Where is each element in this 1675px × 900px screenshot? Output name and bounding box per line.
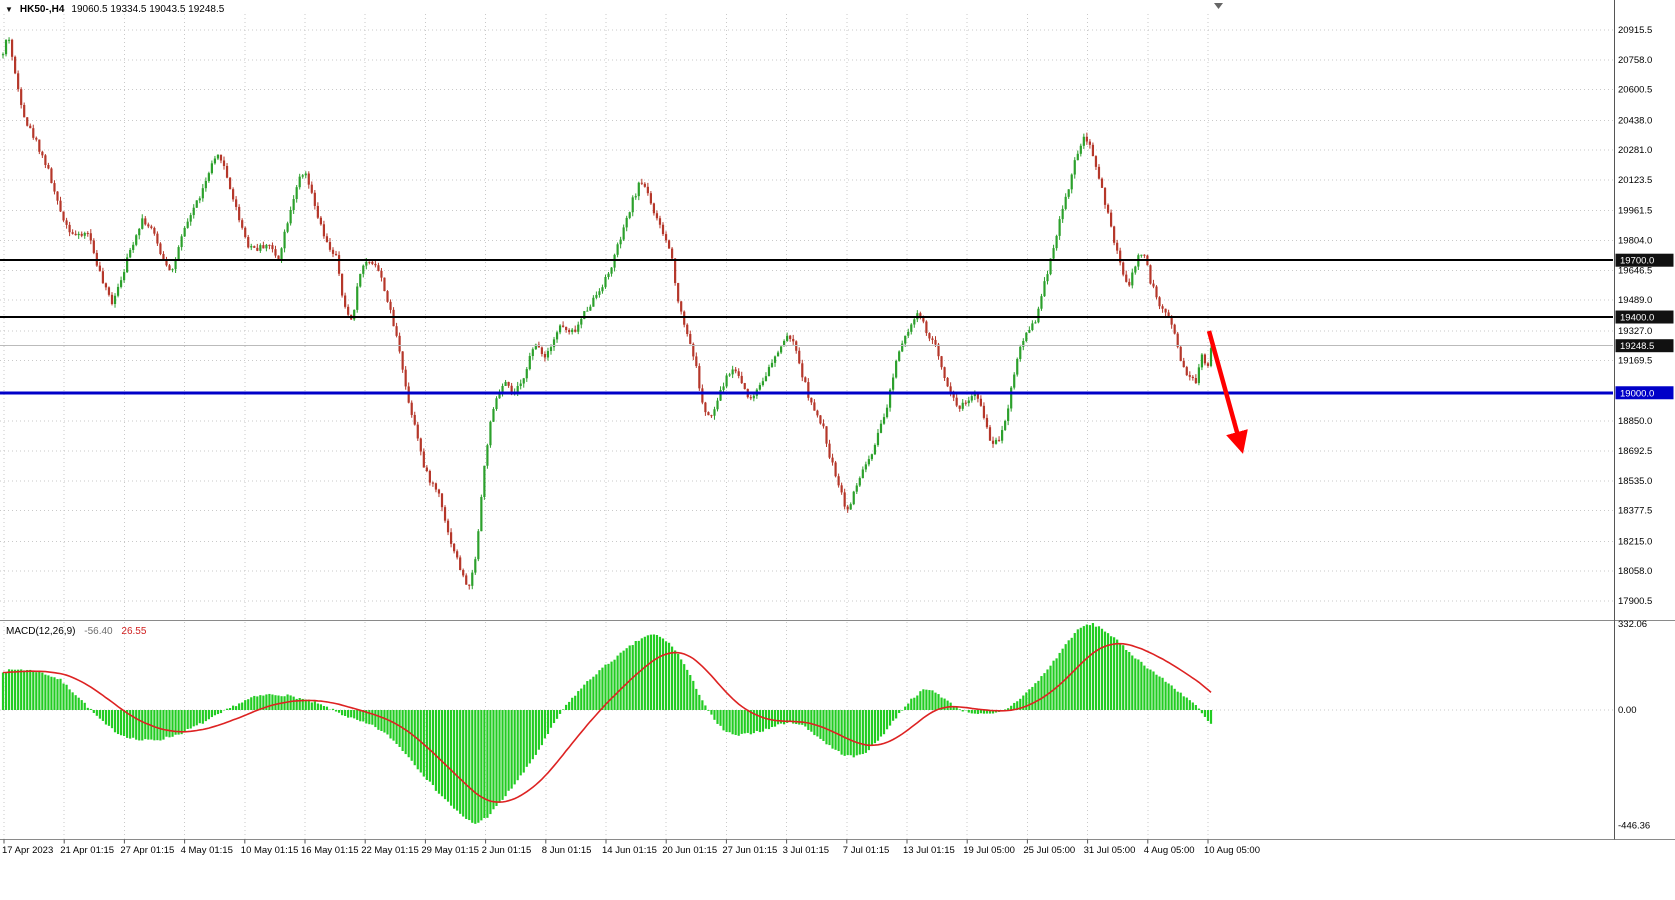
candlestick-series — [1, 37, 1213, 590]
macd-signal-line — [3, 642, 1212, 803]
svg-text:19169.5: 19169.5 — [1618, 356, 1652, 367]
svg-text:7 Jul 01:15: 7 Jul 01:15 — [843, 845, 889, 856]
svg-text:0.00: 0.00 — [1618, 705, 1637, 716]
svg-text:29 May 01:15: 29 May 01:15 — [421, 845, 479, 856]
macd-indicator-header: MACD(12,26,9) -56.40 26.55 — [6, 626, 146, 637]
svg-text:13 Jul 01:15: 13 Jul 01:15 — [903, 845, 955, 856]
symbol-timeframe-label: HK50-,H4 — [19, 4, 65, 15]
trend-arrow-annotation[interactable] — [1206, 330, 1248, 454]
svg-text:4 May 01:15: 4 May 01:15 — [181, 845, 233, 856]
svg-text:4 Aug 05:00: 4 Aug 05:00 — [1144, 845, 1195, 856]
macd-signal-value: 26.55 — [121, 626, 147, 637]
svg-text:17 Apr 2023: 17 Apr 2023 — [2, 845, 53, 856]
svg-text:19804.0: 19804.0 — [1618, 236, 1652, 247]
ohlc-values: 19060.5 19334.5 19043.5 19248.5 — [71, 4, 225, 15]
macd-axis[interactable]: 332.06 0.00 -446.36 — [1618, 619, 1650, 831]
svg-text:18377.5: 18377.5 — [1618, 506, 1652, 517]
svg-text:19 Jul 05:00: 19 Jul 05:00 — [963, 845, 1015, 856]
price-axis[interactable]: 20915.5 20758.0 20600.5 20438.0 20281.0 20123… — [1615, 25, 1674, 607]
svg-text:18058.0: 18058.0 — [1618, 566, 1652, 577]
macd-label: MACD(12,26,9) — [6, 626, 76, 637]
svg-text:20758.0: 20758.0 — [1618, 55, 1652, 66]
svg-text:20438.0: 20438.0 — [1618, 115, 1652, 126]
dropdown-arrow-icon: ▼ — [5, 4, 13, 14]
macd-pane — [1, 623, 1213, 824]
svg-text:14 Jun 01:15: 14 Jun 01:15 — [602, 845, 657, 856]
svg-text:19646.5: 19646.5 — [1618, 265, 1652, 276]
svg-text:-446.36: -446.36 — [1618, 820, 1650, 831]
svg-text:18215.0: 18215.0 — [1618, 536, 1652, 547]
svg-text:19700.0: 19700.0 — [1620, 256, 1654, 267]
svg-text:19400.0: 19400.0 — [1620, 313, 1654, 324]
svg-text:16 May 01:15: 16 May 01:15 — [301, 845, 359, 856]
symbol-dropdown-button[interactable]: ▼ — [5, 5, 13, 15]
svg-text:22 May 01:15: 22 May 01:15 — [361, 845, 419, 856]
level-lines[interactable] — [0, 259, 1613, 395]
svg-text:20 Jun 01:15: 20 Jun 01:15 — [662, 845, 717, 856]
svg-text:25 Jul 05:00: 25 Jul 05:00 — [1023, 845, 1075, 856]
svg-text:20600.5: 20600.5 — [1618, 85, 1652, 96]
chart-shift-marker-icon — [1214, 3, 1223, 9]
svg-text:8 Jun 01:15: 8 Jun 01:15 — [542, 845, 592, 856]
pane-separators — [0, 0, 1675, 840]
svg-text:21 Apr 01:15: 21 Apr 01:15 — [60, 845, 114, 856]
svg-text:2 Jun 01:15: 2 Jun 01:15 — [482, 845, 532, 856]
svg-text:19327.0: 19327.0 — [1618, 326, 1652, 337]
svg-text:19961.5: 19961.5 — [1618, 206, 1652, 217]
time-axis[interactable]: 17 Apr 2023 21 Apr 01:15 27 Apr 01:15 4 May… — [2, 839, 1260, 857]
svg-text:27 Jun 01:15: 27 Jun 01:15 — [722, 845, 777, 856]
svg-text:31 Jul 05:00: 31 Jul 05:00 — [1084, 845, 1136, 856]
svg-text:19248.5: 19248.5 — [1620, 341, 1654, 352]
svg-text:19489.0: 19489.0 — [1618, 295, 1652, 306]
svg-text:17900.5: 17900.5 — [1618, 596, 1652, 607]
svg-text:3 Jul 01:15: 3 Jul 01:15 — [783, 845, 829, 856]
chart-header: ▼ HK50-,H4 19060.5 19334.5 19043.5 19248… — [5, 4, 224, 15]
grid-layer — [0, 14, 1613, 839]
svg-text:20123.5: 20123.5 — [1618, 175, 1652, 186]
svg-text:27 Apr 01:15: 27 Apr 01:15 — [120, 845, 174, 856]
svg-text:20915.5: 20915.5 — [1618, 25, 1652, 36]
svg-text:18692.5: 18692.5 — [1618, 446, 1652, 457]
svg-text:10 May 01:15: 10 May 01:15 — [241, 845, 299, 856]
svg-text:10 Aug 05:00: 10 Aug 05:00 — [1204, 845, 1260, 856]
macd-main-value: -56.40 — [84, 626, 113, 637]
svg-text:18535.0: 18535.0 — [1618, 476, 1652, 487]
svg-text:332.06: 332.06 — [1618, 619, 1647, 630]
svg-text:20281.0: 20281.0 — [1618, 145, 1652, 156]
svg-text:18850.0: 18850.0 — [1618, 416, 1652, 427]
svg-text:19000.0: 19000.0 — [1620, 388, 1654, 399]
